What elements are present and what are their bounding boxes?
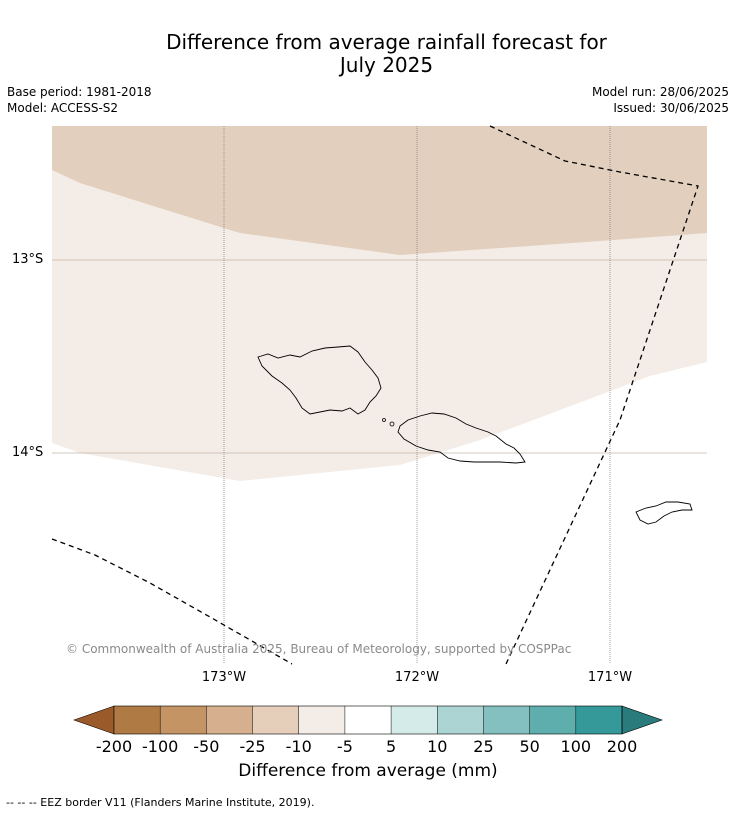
colorbar-segment bbox=[298, 706, 345, 734]
colorbar-arrow-right bbox=[621, 705, 663, 735]
colorbar-arrow-left bbox=[73, 705, 115, 735]
colorbar-tick-label: 100 bbox=[560, 737, 592, 756]
colorbar-title: Difference from average (mm) bbox=[238, 761, 498, 781]
colorbar-segment bbox=[391, 706, 438, 734]
map-panel bbox=[51, 125, 707, 665]
colorbar-segment bbox=[575, 706, 622, 734]
colorbar-segment bbox=[114, 706, 161, 734]
colorbar-segment bbox=[160, 706, 207, 734]
eez-border-southwest bbox=[51, 538, 293, 665]
lon-label-173w: 173°W bbox=[201, 670, 247, 685]
colorbar-tick-label: -10 bbox=[285, 737, 312, 756]
meta-right: Model run: 28/06/2025 Issued: 30/06/2025 bbox=[592, 84, 729, 116]
colorbar-tick-label: 10 bbox=[427, 737, 448, 756]
small-islet-1 bbox=[382, 418, 386, 422]
lon-label-172w: 172°W bbox=[394, 670, 440, 685]
savaii-island bbox=[257, 345, 382, 415]
model-run: Model run: 28/06/2025 bbox=[591, 85, 729, 99]
issued-date: Issued: 30/06/2025 bbox=[613, 101, 729, 115]
colorbar-segment bbox=[206, 706, 253, 734]
meta-left: Base period: 1981-2018 Model: ACCESS-S2 bbox=[7, 84, 152, 116]
colorbar-outline bbox=[113, 705, 623, 735]
colorbar-tick-label: 50 bbox=[519, 737, 540, 756]
copyright-notice: © Commonwealth of Australia 2025, Bureau… bbox=[66, 642, 572, 656]
colorbar-tick-label: 25 bbox=[473, 737, 494, 756]
lat-label-13s: 13°S bbox=[12, 252, 44, 267]
colorbar bbox=[73, 705, 663, 735]
lat-label-14s: 14°S bbox=[12, 445, 44, 460]
title-line-1: Difference from average rainfall forecas… bbox=[166, 30, 607, 54]
colorbar-segment bbox=[437, 706, 484, 734]
tutuila-island bbox=[635, 501, 693, 525]
base-period: Base period: 1981-2018 bbox=[7, 85, 152, 99]
colorbar-segment bbox=[252, 706, 299, 734]
colorbar-tick-label: -100 bbox=[142, 737, 179, 756]
eez-legend-footer: -- -- -- EEZ border V11 (Flanders Marine… bbox=[6, 796, 315, 809]
colorbar-tick-label: -25 bbox=[239, 737, 266, 756]
colorbar-tick-label: 5 bbox=[385, 737, 397, 756]
colorbar-segment bbox=[344, 706, 392, 734]
colorbar-tick-label: -5 bbox=[336, 737, 353, 756]
colorbar-tick-label: -200 bbox=[95, 737, 133, 756]
small-islet-2 bbox=[389, 421, 395, 427]
anomaly-band-upper bbox=[52, 126, 707, 255]
map-title: Difference from average rainfall forecas… bbox=[0, 31, 736, 77]
colorbar-segment bbox=[529, 706, 576, 734]
colorbar-segment bbox=[483, 706, 530, 734]
colorbar-tick-label: -50 bbox=[193, 737, 220, 756]
model-name: Model: ACCESS-S2 bbox=[7, 101, 119, 115]
title-line-2: July 2025 bbox=[339, 53, 434, 77]
lon-label-171w: 171°W bbox=[587, 670, 633, 685]
colorbar-tick-label: 200 bbox=[606, 737, 638, 756]
upolu-island bbox=[397, 412, 526, 464]
